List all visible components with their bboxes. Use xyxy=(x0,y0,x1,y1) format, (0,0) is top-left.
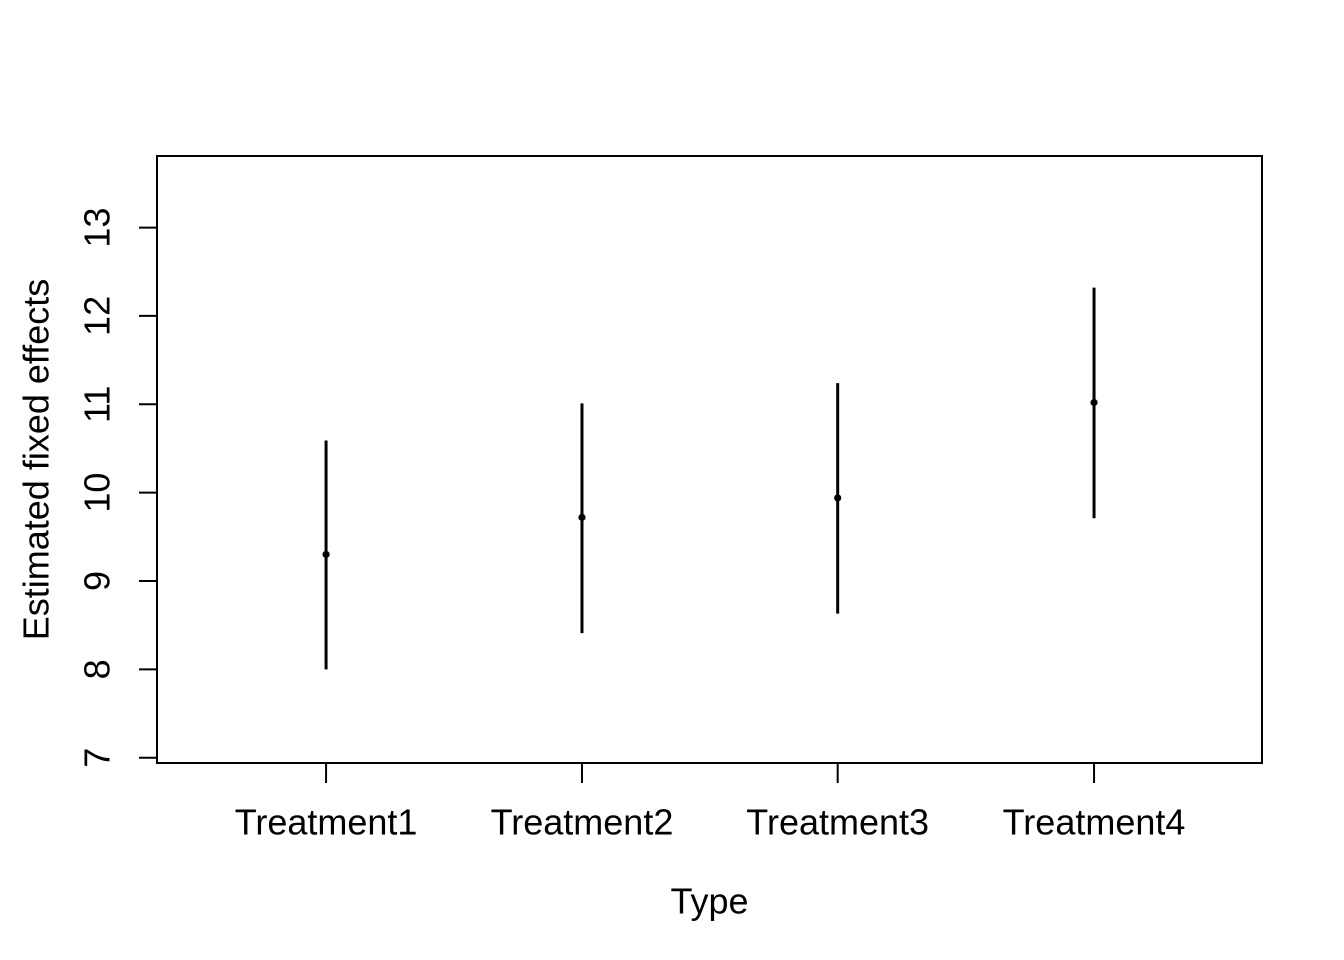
x-tick-label: Treatment3 xyxy=(746,802,929,843)
y-tick-label: 7 xyxy=(77,748,118,768)
plot-box xyxy=(156,155,1263,764)
y-tick-label: 13 xyxy=(77,208,118,248)
point-estimate-marker xyxy=(1090,398,1098,407)
y-tick-label: 9 xyxy=(77,571,118,591)
point-estimate-marker xyxy=(322,550,330,559)
x-axis-title: Type xyxy=(670,881,748,922)
x-tick-label: Treatment1 xyxy=(235,802,418,843)
y-tick-label: 12 xyxy=(77,296,118,336)
y-tick-label: 8 xyxy=(77,659,118,679)
x-tick-label: Treatment2 xyxy=(491,802,674,843)
point-estimate-marker xyxy=(834,494,842,502)
x-tick-label: Treatment4 xyxy=(1003,802,1186,843)
point-estimate-marker xyxy=(578,513,586,521)
y-axis-title: Estimated fixed effects xyxy=(16,279,57,641)
y-tick-label: 11 xyxy=(77,386,118,423)
y-tick-label: 10 xyxy=(77,473,118,513)
